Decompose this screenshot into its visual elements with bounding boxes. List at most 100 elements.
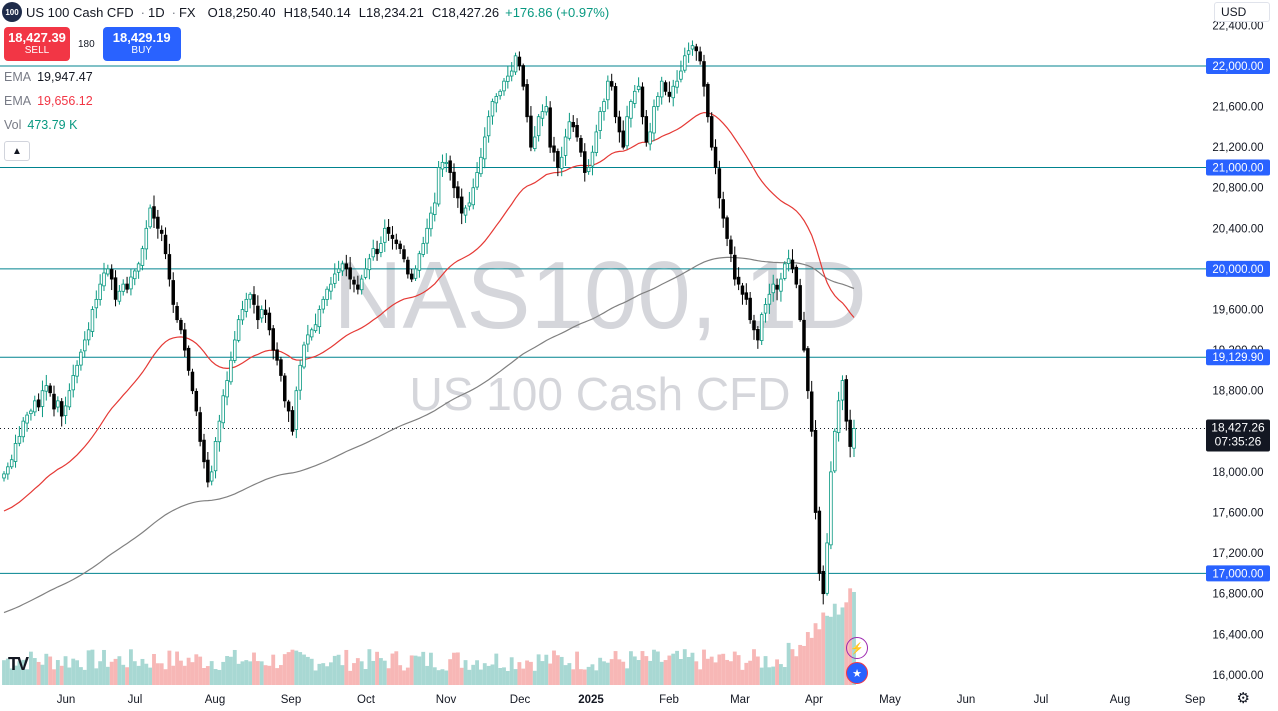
interval[interactable]: 1D: [148, 4, 165, 20]
volume-bar: [805, 632, 810, 685]
candle-body: [606, 80, 610, 101]
candle-body: [852, 428, 856, 449]
candle-body: [690, 45, 695, 50]
candle-body: [413, 268, 418, 279]
low-label: L: [358, 4, 367, 20]
candle-body: [40, 390, 45, 407]
indicator-ema-1[interactable]: EMA 19,947.47: [4, 70, 93, 84]
volume-bar: [382, 660, 387, 685]
x-tick-label: Nov: [436, 694, 457, 706]
candle-body: [421, 243, 425, 255]
open-label: O: [207, 4, 218, 20]
candle-body: [321, 298, 325, 310]
indicator-volume[interactable]: Vol 473.79 K: [4, 118, 77, 132]
tradingview-logo-icon[interactable]: TV: [8, 654, 29, 674]
volume-bar: [521, 668, 526, 685]
indicator-value: 19,947.47: [37, 70, 93, 84]
volume-bar: [740, 669, 745, 685]
candle-body: [767, 293, 772, 305]
volume-bar: [348, 670, 353, 685]
volume-bar: [748, 660, 753, 685]
candle-body: [417, 253, 422, 271]
volume-bar: [763, 656, 768, 685]
candle-body: [25, 414, 29, 424]
indicator-ema-2[interactable]: EMA 19,656.12: [4, 94, 93, 108]
volume-bar: [621, 661, 626, 685]
symbol-title[interactable]: US 100 Cash CFD: [26, 4, 134, 20]
candle-body: [190, 371, 195, 392]
candle-body: [140, 248, 145, 266]
volume-bar: [240, 661, 245, 685]
lightning-event-icon[interactable]: ⚡: [846, 637, 868, 659]
y-tick-label: 20,400.00: [1212, 223, 1263, 235]
volume-bar: [275, 668, 279, 685]
candle-body: [529, 115, 533, 148]
candle-body: [48, 385, 52, 394]
candle-body: [517, 56, 522, 67]
price-tag: 18,427.26 07:35:26: [1206, 419, 1270, 452]
candle-body: [156, 216, 160, 229]
volume-bar: [113, 658, 118, 685]
candle-body: [775, 284, 779, 290]
volume-bar: [71, 658, 76, 685]
candle-body: [540, 111, 545, 119]
candle-body: [467, 202, 472, 207]
volume-bar: [436, 670, 441, 685]
candle-body: [379, 243, 383, 253]
us-flag-event-icon[interactable]: ★: [846, 662, 868, 684]
volume-bar: [459, 667, 464, 685]
volume-bar: [40, 664, 45, 685]
volume-bar: [790, 649, 795, 685]
candle-body: [63, 405, 68, 416]
candle-body: [559, 156, 564, 169]
volume-bar: [2, 660, 6, 685]
volume-bar: [379, 658, 383, 685]
volume-bar: [794, 656, 799, 685]
candle-body: [371, 248, 375, 258]
volume-bar: [271, 654, 276, 685]
candle-body: [675, 80, 679, 88]
x-tick-label: Jun: [57, 694, 76, 706]
candle-body: [375, 248, 379, 255]
volume-bar: [125, 667, 129, 685]
volume-bar: [636, 660, 641, 685]
candle-body: [586, 167, 591, 172]
sell-button[interactable]: 18,427.39 SELL: [4, 27, 70, 61]
settings-gear-icon[interactable]: ⚙: [1236, 690, 1250, 707]
currency-label: USD: [1221, 5, 1247, 19]
y-tick-label: 17,200.00: [1212, 548, 1263, 560]
candle-body: [129, 276, 133, 290]
volume-bar: [721, 653, 726, 685]
chevron-up-icon[interactable]: ▲: [4, 141, 30, 161]
volume-bar: [809, 637, 814, 685]
currency-selector[interactable]: USD: [1214, 2, 1270, 22]
volume-bar: [105, 666, 110, 685]
buy-button[interactable]: 18,429.19 BUY: [102, 27, 181, 61]
candle-body: [298, 364, 302, 391]
volume-bar: [302, 654, 306, 685]
candle-body: [233, 339, 237, 361]
volume-bar: [771, 666, 776, 685]
candle-body: [698, 51, 702, 62]
candle-body: [348, 267, 352, 280]
volume-bar: [109, 661, 114, 685]
volume-bar: [829, 616, 833, 685]
candle-body: [598, 111, 602, 131]
volume-bar: [598, 657, 603, 685]
high-value: 18,540.14: [292, 4, 351, 20]
candle-body: [471, 187, 475, 206]
candle-body: [536, 116, 541, 137]
candle-body: [829, 471, 833, 546]
symbol-badge[interactable]: 100: [2, 2, 22, 22]
candle-body: [652, 106, 656, 134]
volume-bar: [136, 665, 141, 685]
candle-body: [625, 116, 629, 147]
volume-bar: [32, 658, 37, 685]
candle-body: [848, 419, 852, 447]
volume-bar: [340, 665, 345, 685]
volume-bar: [175, 651, 179, 685]
volume-bar: [825, 615, 829, 685]
volume-bar: [529, 661, 533, 685]
level-tag-label: 22,000.00: [1212, 61, 1263, 73]
